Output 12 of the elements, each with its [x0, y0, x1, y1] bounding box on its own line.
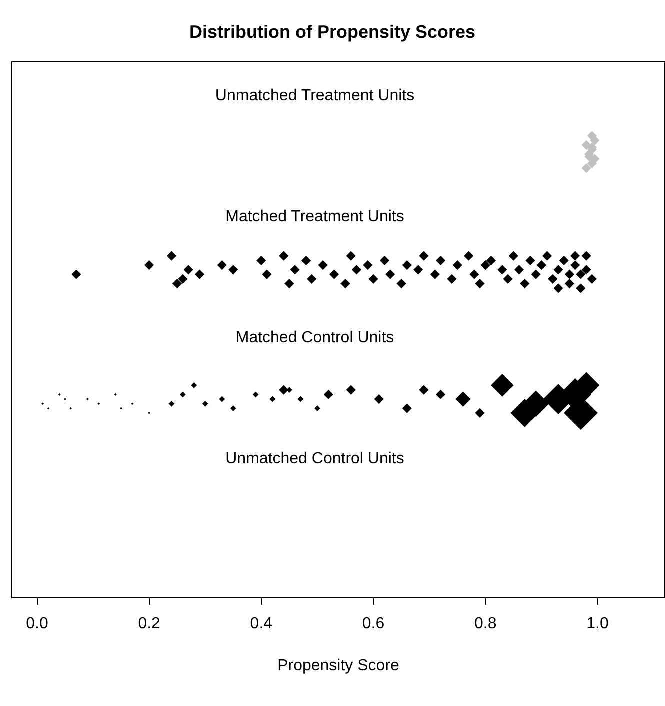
x-axis-title: Propensity Score: [278, 658, 400, 674]
x-tick-label: 0.0: [26, 616, 48, 632]
text: Unmatched Treatment Units: [215, 88, 415, 104]
x-tick-label: 0.8: [474, 616, 497, 632]
x-tick-label: 0.4: [250, 616, 273, 632]
annotation: Unmatched Control Units: [226, 450, 404, 468]
annotation: Matched Control Units: [236, 330, 394, 346]
x-tick-label: 1.0: [586, 616, 609, 632]
x-tick-label: 0.6: [362, 616, 385, 632]
annotation: Matched Treatment Units: [226, 208, 404, 226]
x-tick-label: 0.2: [138, 616, 161, 632]
chart-title: Distribution of Propensity Scores: [189, 22, 476, 42]
